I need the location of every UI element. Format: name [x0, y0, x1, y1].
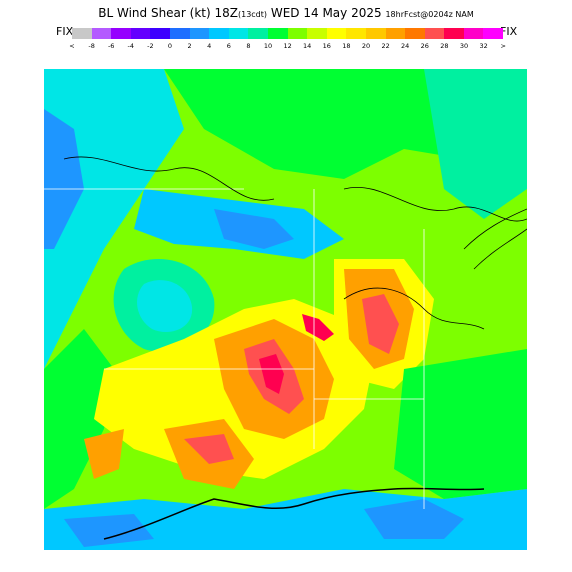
title-local-time: (13cdt) [237, 10, 268, 19]
shear-region-oval-core [137, 280, 193, 333]
fix-right-label: FIX [500, 25, 518, 38]
contour-line-1 [63, 156, 275, 201]
shear-region-gulf-blue [364, 499, 464, 539]
color-scale-tick-label: -2 [147, 42, 154, 50]
contour-line-3 [343, 287, 485, 330]
coastline [103, 487, 485, 540]
color-scale-tick-label: 14 [303, 42, 312, 50]
color-swatch [169, 28, 190, 39]
contour-line-4 [463, 208, 527, 250]
color-swatch [91, 28, 112, 39]
shear-region-se-green [394, 349, 527, 499]
color-swatch [307, 28, 327, 39]
chart-title: BL Wind Shear (kt) 18Z(13cdt) WED 14 May… [0, 6, 572, 20]
color-swatch [150, 28, 170, 39]
color-scale-tick-label: 10 [263, 42, 273, 50]
color-scale-tick-label: 32 [479, 42, 488, 50]
map-svg [44, 69, 527, 550]
color-scale-tick-label: 4 [207, 42, 212, 50]
color-swatch [405, 28, 425, 39]
shear-region-west-orange [84, 429, 124, 479]
color-scale-tick-label: 20 [361, 42, 371, 50]
color-scale-tick-label: 22 [381, 42, 390, 50]
color-scale-tick-label: < [69, 42, 75, 50]
color-swatch [346, 28, 366, 39]
fix-left-label: FIX [56, 25, 74, 38]
color-swatch [424, 28, 445, 39]
color-scale-tick-label: 8 [246, 42, 251, 50]
title-date: WED 14 May 2025 [270, 6, 382, 20]
shear-region-max-streak [302, 314, 334, 341]
color-scale-tick-label: 16 [322, 42, 331, 50]
shear-region-low-west [44, 69, 184, 369]
color-scale-tick-label: > [500, 42, 506, 50]
shear-region-gulf-west [64, 514, 154, 547]
color-swatch [267, 28, 288, 39]
color-swatch [130, 28, 151, 39]
color-swatch [189, 28, 210, 39]
color-scale-tick-label: -8 [88, 42, 95, 50]
shear-region-northeast [424, 69, 527, 219]
color-scale-bar [72, 28, 504, 39]
color-swatch [365, 28, 386, 39]
color-scale-ticks: < -8 -6 -4 -2 0 2 4 6 8 10 12 14 16 18 20 22 24 26 28 30 32 > [63, 42, 508, 52]
color-swatch [72, 28, 92, 39]
shear-region-west-low [44, 329, 114, 509]
color-swatch [111, 28, 131, 39]
color-scale-tick-label: 12 [283, 42, 292, 50]
color-swatch [209, 28, 229, 39]
color-swatch [444, 28, 464, 39]
shear-region-blue-center [214, 209, 294, 249]
color-scale-tick-label: 26 [420, 42, 429, 50]
wind-shear-map [44, 69, 527, 550]
color-swatch [248, 28, 268, 39]
shear-region-max-core [259, 354, 284, 394]
color-scale-tick-label: 0 [167, 42, 173, 50]
color-swatch [326, 28, 347, 39]
contour-line-2 [343, 187, 527, 222]
shear-region-blue-west-edge [44, 109, 84, 249]
color-scale-tick-label: 24 [401, 42, 410, 50]
color-swatch [463, 28, 484, 39]
color-scale-tick-label: 18 [342, 42, 351, 50]
shear-region-east-red [362, 294, 399, 354]
color-swatch [385, 28, 406, 39]
title-forecast: 18hrFcst@0204z NAM [385, 10, 474, 19]
color-scale-tick-label: 28 [440, 42, 449, 50]
color-scale-tick-label: 2 [187, 42, 192, 50]
color-scale-tick-label: -4 [127, 42, 135, 50]
color-scale-tick-label: -6 [107, 42, 115, 50]
title-main: BL Wind Shear (kt) 18Z [98, 6, 238, 20]
color-swatch [287, 28, 308, 39]
color-scale-tick-label: 30 [459, 42, 469, 50]
color-swatch [228, 28, 249, 39]
color-scale-tick-label: 6 [226, 42, 231, 50]
contour-line-5 [473, 228, 527, 270]
color-swatch [483, 28, 504, 39]
shear-region-sw-red [184, 434, 234, 464]
